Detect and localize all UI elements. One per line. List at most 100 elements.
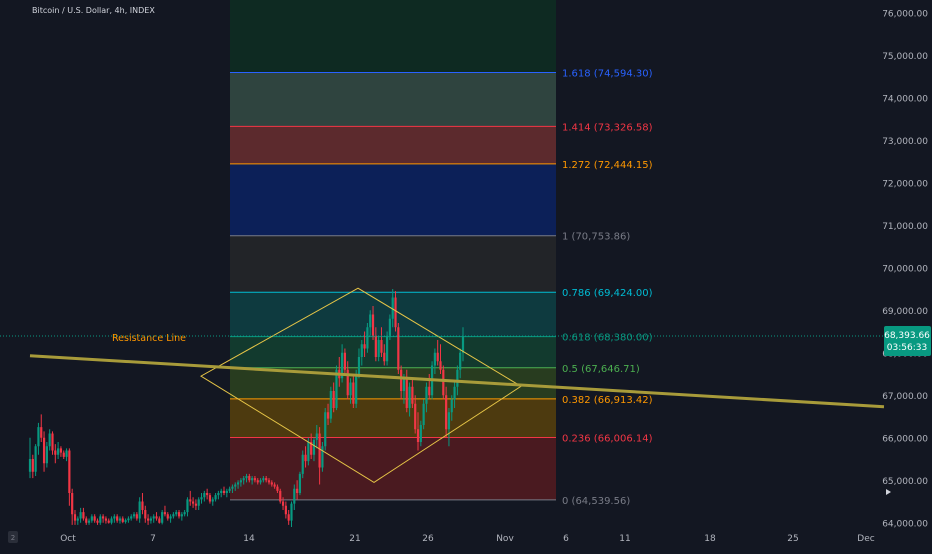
candle-body bbox=[329, 391, 332, 419]
resistance-line[interactable] bbox=[29, 354, 885, 409]
candle-body bbox=[203, 493, 206, 498]
candle-body bbox=[352, 382, 355, 404]
price-tick-label: 70,000.00 bbox=[882, 264, 928, 274]
candle-body bbox=[287, 514, 290, 521]
time-tick-label: 18 bbox=[704, 534, 716, 544]
candle-body bbox=[340, 352, 344, 379]
candle-body bbox=[200, 497, 203, 500]
candle-body bbox=[130, 516, 133, 519]
candle-body bbox=[214, 495, 217, 500]
fibonacci-retracement[interactable]: 0 (64,539.56) 0.236 (66,006.14) 0.382 (66,… bbox=[230, 0, 653, 507]
candle-body bbox=[180, 514, 183, 517]
candle-body bbox=[461, 336, 465, 353]
resistance-line-drawing[interactable]: Resistance Line bbox=[29, 333, 885, 409]
time-axis-left-badge: 2 bbox=[8, 531, 18, 543]
candle-body bbox=[307, 442, 310, 462]
candle-body bbox=[357, 357, 361, 374]
candle-body bbox=[298, 473, 302, 493]
time-tick-label: 21 bbox=[349, 534, 360, 544]
candle-body bbox=[197, 499, 200, 506]
candle-body bbox=[169, 516, 172, 519]
candle-body bbox=[177, 512, 181, 517]
candle-body bbox=[231, 486, 234, 489]
candle-body bbox=[76, 518, 79, 521]
candle-body bbox=[104, 518, 108, 521]
candle-body bbox=[273, 484, 276, 487]
price-tick-label: 76,000.00 bbox=[882, 9, 928, 19]
candle-body bbox=[124, 520, 127, 522]
candle-body bbox=[279, 490, 282, 502]
candle-body bbox=[270, 482, 273, 485]
candle-body bbox=[445, 395, 448, 430]
price-tick-label: 71,000.00 bbox=[882, 222, 928, 232]
left-badge-label: 2 bbox=[11, 534, 15, 542]
candle-body bbox=[45, 446, 48, 464]
candle-body bbox=[310, 442, 313, 455]
candle-body bbox=[296, 488, 299, 493]
resistance-label: Resistance Line bbox=[112, 333, 186, 344]
fib-label-1.414: 1.414 (73,326.58) bbox=[562, 122, 653, 133]
symbol-title: Bitcoin / U.S. Dollar, 4h, INDEX bbox=[32, 6, 155, 15]
candle-body bbox=[121, 518, 124, 522]
candle-body bbox=[332, 391, 335, 408]
fib-fill-1.414 bbox=[230, 126, 556, 164]
candle-body bbox=[346, 369, 349, 396]
candle-body bbox=[239, 480, 242, 483]
candle-body bbox=[355, 374, 358, 404]
candle-body bbox=[363, 344, 366, 349]
price-tick-label: 66,000.00 bbox=[882, 434, 928, 444]
candle-body bbox=[65, 450, 68, 457]
candle-body bbox=[259, 480, 262, 483]
countdown-timer: 03:56:33 bbox=[887, 343, 927, 353]
candle-body bbox=[51, 433, 54, 451]
candle-body bbox=[248, 476, 251, 481]
candle-body bbox=[194, 503, 197, 506]
price-axis[interactable]: 76,000.00 75,000.00 74,000.00 73,000.00 72,0… bbox=[882, 9, 928, 529]
candle-body bbox=[228, 488, 231, 491]
scroll-right-icon[interactable] bbox=[886, 489, 891, 495]
time-tick-label: Nov bbox=[496, 534, 514, 544]
candle-body bbox=[318, 433, 321, 468]
candle-body bbox=[436, 352, 439, 362]
candle-body bbox=[242, 478, 245, 481]
fib-fill-above bbox=[230, 0, 556, 73]
candle-body bbox=[146, 518, 150, 521]
candle-body bbox=[397, 327, 400, 370]
candle-body bbox=[172, 514, 175, 517]
fib-label-0.618: 0.618 (68,380.00) bbox=[562, 333, 653, 344]
candle-body bbox=[385, 335, 389, 362]
candle-body bbox=[28, 459, 32, 472]
candle-body bbox=[343, 352, 347, 370]
candle-body bbox=[400, 369, 403, 391]
candle-body bbox=[335, 369, 338, 408]
price-tick-label: 75,000.00 bbox=[882, 52, 928, 62]
candle-body bbox=[90, 516, 93, 521]
candle-body bbox=[48, 433, 51, 447]
candle-body bbox=[453, 386, 456, 400]
current-price-marker: 68,393.66 03:56:33 bbox=[0, 326, 931, 357]
candle-body bbox=[186, 499, 189, 513]
candle-body bbox=[107, 520, 110, 523]
candle-body bbox=[447, 412, 451, 430]
candle-body bbox=[377, 340, 380, 357]
fib-fill-1.618 bbox=[230, 72, 556, 127]
candle-body bbox=[206, 493, 209, 496]
candle-body bbox=[141, 501, 144, 510]
candle-body bbox=[236, 482, 240, 485]
candle-body bbox=[102, 516, 105, 519]
candle-body bbox=[79, 512, 82, 519]
fib-label-0.236: 0.236 (66,006.14) bbox=[562, 433, 653, 444]
candle-body bbox=[113, 516, 116, 519]
candle-body bbox=[155, 516, 158, 519]
candle-body bbox=[450, 399, 453, 413]
time-axis[interactable]: Oct 7 14 21 26 Nov 6 11 18 25 Dec bbox=[60, 534, 875, 544]
time-tick-label: Dec bbox=[857, 534, 874, 544]
candle-body bbox=[281, 501, 285, 506]
diamond-pattern[interactable] bbox=[200, 287, 522, 483]
candle-body bbox=[163, 512, 167, 515]
candle-body bbox=[166, 514, 169, 519]
candle-body bbox=[93, 516, 96, 521]
candle-body bbox=[253, 478, 257, 481]
